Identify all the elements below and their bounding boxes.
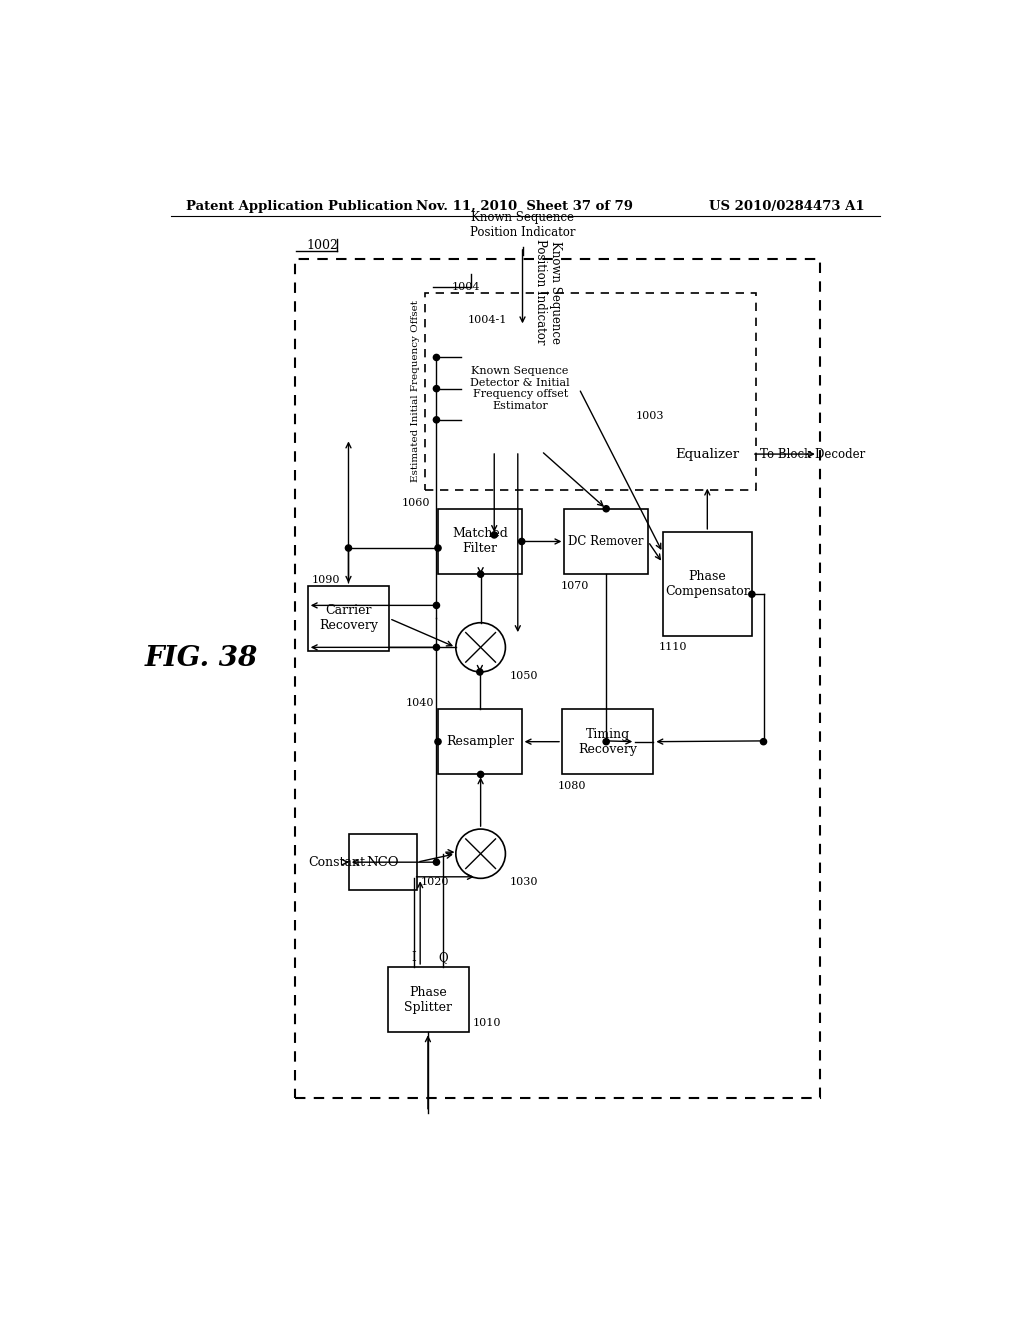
Circle shape <box>435 739 441 744</box>
Bar <box>295 259 820 1098</box>
Text: Q: Q <box>438 952 447 964</box>
Circle shape <box>345 545 351 552</box>
Circle shape <box>433 417 439 422</box>
Text: Patent Application Publication: Patent Application Publication <box>186 199 413 213</box>
Text: Equalizer: Equalizer <box>675 447 739 461</box>
Text: 1040: 1040 <box>406 698 434 708</box>
Bar <box>663 532 752 636</box>
Text: 1004-1: 1004-1 <box>467 315 507 325</box>
Text: Known Sequence
Position Indicator: Known Sequence Position Indicator <box>535 239 562 345</box>
Text: Phase
Splitter: Phase Splitter <box>404 986 453 1014</box>
Bar <box>562 709 653 775</box>
Circle shape <box>433 385 439 392</box>
Text: Phase
Compensator: Phase Compensator <box>665 570 750 598</box>
Text: US 2010/0284473 A1: US 2010/0284473 A1 <box>709 199 864 213</box>
Circle shape <box>433 354 439 360</box>
Circle shape <box>477 771 483 777</box>
Text: Nov. 11, 2010  Sheet 37 of 79: Nov. 11, 2010 Sheet 37 of 79 <box>417 199 633 213</box>
Bar <box>438 508 521 574</box>
Circle shape <box>435 545 441 552</box>
Text: Known Sequence
Position Indicator: Known Sequence Position Indicator <box>470 211 575 239</box>
Text: 1030: 1030 <box>509 878 538 887</box>
Circle shape <box>433 602 439 609</box>
Text: 1050: 1050 <box>509 671 538 681</box>
Text: Resampler: Resampler <box>445 735 514 748</box>
Text: To Block Decoder: To Block Decoder <box>760 447 865 461</box>
Text: 1080: 1080 <box>558 781 587 791</box>
Text: 1060: 1060 <box>401 498 430 508</box>
Circle shape <box>492 532 498 539</box>
Circle shape <box>749 591 755 598</box>
Circle shape <box>603 506 609 512</box>
Text: NCO: NCO <box>367 855 399 869</box>
Text: 1070: 1070 <box>560 581 589 591</box>
Circle shape <box>433 644 439 651</box>
Circle shape <box>456 623 506 672</box>
Text: Carrier
Recovery: Carrier Recovery <box>319 605 378 632</box>
Bar <box>388 966 469 1032</box>
Bar <box>461 326 579 451</box>
Text: 1010: 1010 <box>473 1018 502 1028</box>
Text: Known Sequence
Detector & Initial
Frequency offset
Estimator: Known Sequence Detector & Initial Freque… <box>470 366 570 411</box>
Text: Estimated Initial Frequency Offset: Estimated Initial Frequency Offset <box>411 301 420 482</box>
Circle shape <box>603 739 609 744</box>
Text: 1002: 1002 <box>306 239 338 252</box>
Bar <box>438 709 521 775</box>
Text: FIG. 38: FIG. 38 <box>145 645 258 672</box>
Circle shape <box>761 739 767 744</box>
Text: I: I <box>412 952 416 964</box>
Bar <box>425 293 756 490</box>
Circle shape <box>477 669 483 675</box>
Text: 1004: 1004 <box>452 282 480 292</box>
Text: Constant: Constant <box>308 855 365 869</box>
Text: 1090: 1090 <box>311 574 340 585</box>
Bar <box>349 834 417 890</box>
Circle shape <box>456 829 506 878</box>
Bar <box>663 422 752 486</box>
Text: 1020: 1020 <box>421 878 450 887</box>
Bar <box>308 586 389 651</box>
Bar <box>564 508 648 574</box>
Circle shape <box>518 539 525 545</box>
Text: Timing
Recovery: Timing Recovery <box>579 727 637 755</box>
Circle shape <box>477 572 483 577</box>
Text: 1003: 1003 <box>636 412 665 421</box>
Text: Matched
Filter: Matched Filter <box>452 528 508 556</box>
Text: 1110: 1110 <box>658 643 687 652</box>
Circle shape <box>433 859 439 866</box>
Text: DC Remover: DC Remover <box>568 535 644 548</box>
